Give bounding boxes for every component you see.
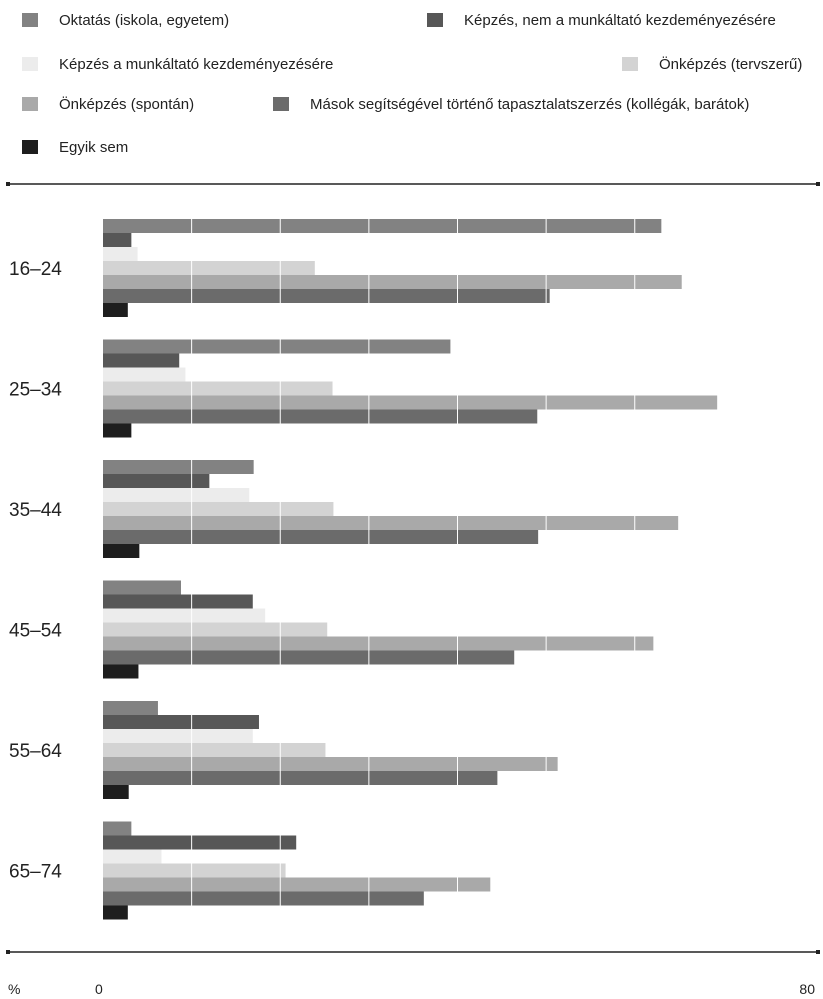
legend-label-6: Mások segítségével történő tapasztalatsz… [310, 96, 749, 113]
bar-3-1 [103, 460, 254, 474]
bar-2-7 [103, 423, 132, 438]
bar-1-3 [103, 247, 138, 261]
legend-label-3: Képzés a munkáltató kezdeményezésére [59, 56, 333, 73]
bar-4-7 [103, 664, 139, 679]
legend-label-5: Önképzés (spontán) [59, 95, 194, 113]
legend-swatch-1 [22, 13, 38, 27]
bar-1-7 [103, 303, 128, 317]
bar-3-3 [103, 488, 250, 502]
bar-5-1 [103, 701, 158, 715]
bar-4-4 [103, 622, 328, 637]
bar-5-3 [103, 729, 253, 743]
top-rule-left-cap [6, 182, 10, 186]
bottom-rule-left-cap [6, 950, 10, 954]
bar-2-2 [103, 353, 180, 368]
bar-6-1 [103, 821, 132, 836]
bar-1-5 [103, 275, 682, 289]
bar-1-6 [103, 289, 550, 303]
bar-1-2 [103, 233, 132, 247]
legend-swatch-4 [622, 57, 638, 71]
legend-label-7: Egyik sem [59, 139, 128, 156]
legend-swatch-6 [273, 97, 289, 111]
bar-6-2 [103, 835, 297, 850]
bar-1-4 [103, 261, 315, 275]
legend-swatch-5 [22, 97, 38, 111]
category-label-4: 45–54 [9, 621, 62, 642]
legend-label-4: Önképzés (tervszerű) [659, 55, 802, 73]
bar-2-4 [103, 381, 333, 396]
category-label-3: 35–44 [9, 500, 62, 521]
bar-4-2 [103, 594, 253, 609]
bar-3-7 [103, 544, 140, 558]
x-tick-label-2: 80 [799, 981, 815, 997]
bar-6-3 [103, 849, 162, 864]
bar-2-3 [103, 367, 186, 382]
category-label-1: 16–24 [9, 259, 62, 280]
bar-4-1 [103, 580, 181, 595]
bar-6-4 [103, 863, 286, 878]
bar-2-1 [103, 339, 451, 354]
bar-5-6 [103, 771, 498, 785]
bar-1-1 [103, 219, 662, 233]
bar-5-5 [103, 757, 558, 771]
bar-6-7 [103, 905, 128, 920]
bar-5-7 [103, 785, 129, 799]
bar-2-6 [103, 409, 538, 424]
category-label-2: 25–34 [9, 380, 62, 401]
bar-3-5 [103, 516, 679, 530]
bar-4-3 [103, 608, 266, 623]
category-label-5: 55–64 [9, 741, 62, 762]
legend-swatch-7 [22, 140, 38, 154]
legend-swatch-3 [22, 57, 38, 71]
legend-label-1: Oktatás (iskola, egyetem) [59, 12, 229, 29]
bar-5-2 [103, 715, 259, 729]
bar-2-5 [103, 395, 718, 410]
bar-3-4 [103, 502, 334, 516]
bar-6-6 [103, 891, 424, 906]
bar-6-5 [103, 877, 491, 892]
x-tick-label-1: 0 [95, 981, 103, 997]
category-label-6: 65–74 [9, 862, 62, 883]
bar-3-6 [103, 530, 539, 544]
bar-5-4 [103, 743, 326, 757]
unit-label: % [8, 981, 20, 997]
legend-label-2: Képzés, nem a munkáltató kezdeményezésér… [464, 12, 776, 29]
bar-3-2 [103, 474, 210, 488]
bar-4-6 [103, 650, 515, 665]
bar-4-5 [103, 636, 654, 651]
top-rule-right-cap [816, 182, 820, 186]
legend-swatch-2 [427, 13, 443, 27]
bottom-rule-right-cap [816, 950, 820, 954]
